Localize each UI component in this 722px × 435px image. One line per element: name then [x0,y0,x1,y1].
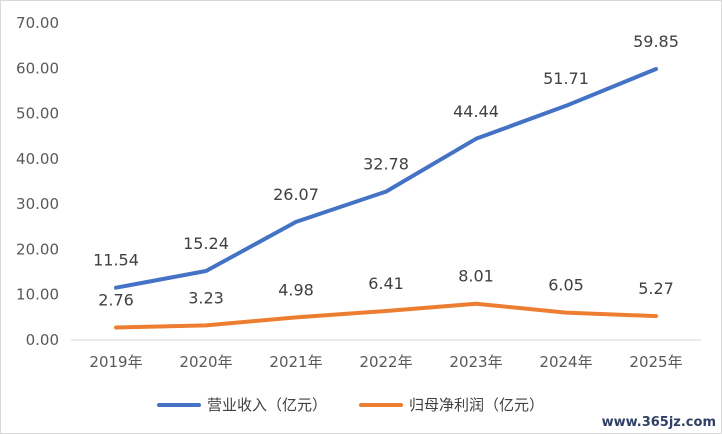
data-label: 26.07 [273,185,319,204]
data-label: 32.78 [363,155,409,174]
x-tick-label: 2019年 [89,353,142,371]
data-label: 8.01 [458,267,494,286]
data-label: 44.44 [453,102,499,121]
data-label: 2.76 [98,291,134,310]
y-tick-label: 60.00 [16,59,59,77]
x-tick-label: 2024年 [539,353,592,371]
y-tick-label: 10.00 [16,286,59,304]
data-label: 3.23 [188,288,224,307]
legend-label-2: 归母净利润（亿元） [409,396,544,414]
y-tick-label: 40.00 [16,150,59,168]
y-tick-label: 0.00 [26,331,59,349]
data-label: 51.71 [543,69,589,88]
x-tick-label: 2025年 [629,353,682,371]
legend-label-1: 营业收入（亿元） [207,396,327,414]
data-label: 15.24 [183,234,229,253]
data-label: 4.98 [278,280,314,299]
x-tick-label: 2020年 [179,353,232,371]
x-tick-label: 2022年 [359,353,412,371]
data-label: 11.54 [93,251,139,270]
data-label: 5.27 [638,279,674,298]
y-tick-label: 20.00 [16,240,59,258]
data-label: 6.41 [368,274,404,293]
x-tick-label: 2023年 [449,353,502,371]
watermark-text: www.365jz.com [602,415,716,430]
y-tick-label: 30.00 [16,195,59,213]
x-tick-label: 2021年 [269,353,322,371]
y-tick-label: 50.00 [16,105,59,123]
series-line-1 [116,69,656,288]
data-label: 6.05 [548,276,584,295]
y-tick-label: 70.00 [16,14,59,32]
data-label: 59.85 [633,32,679,51]
